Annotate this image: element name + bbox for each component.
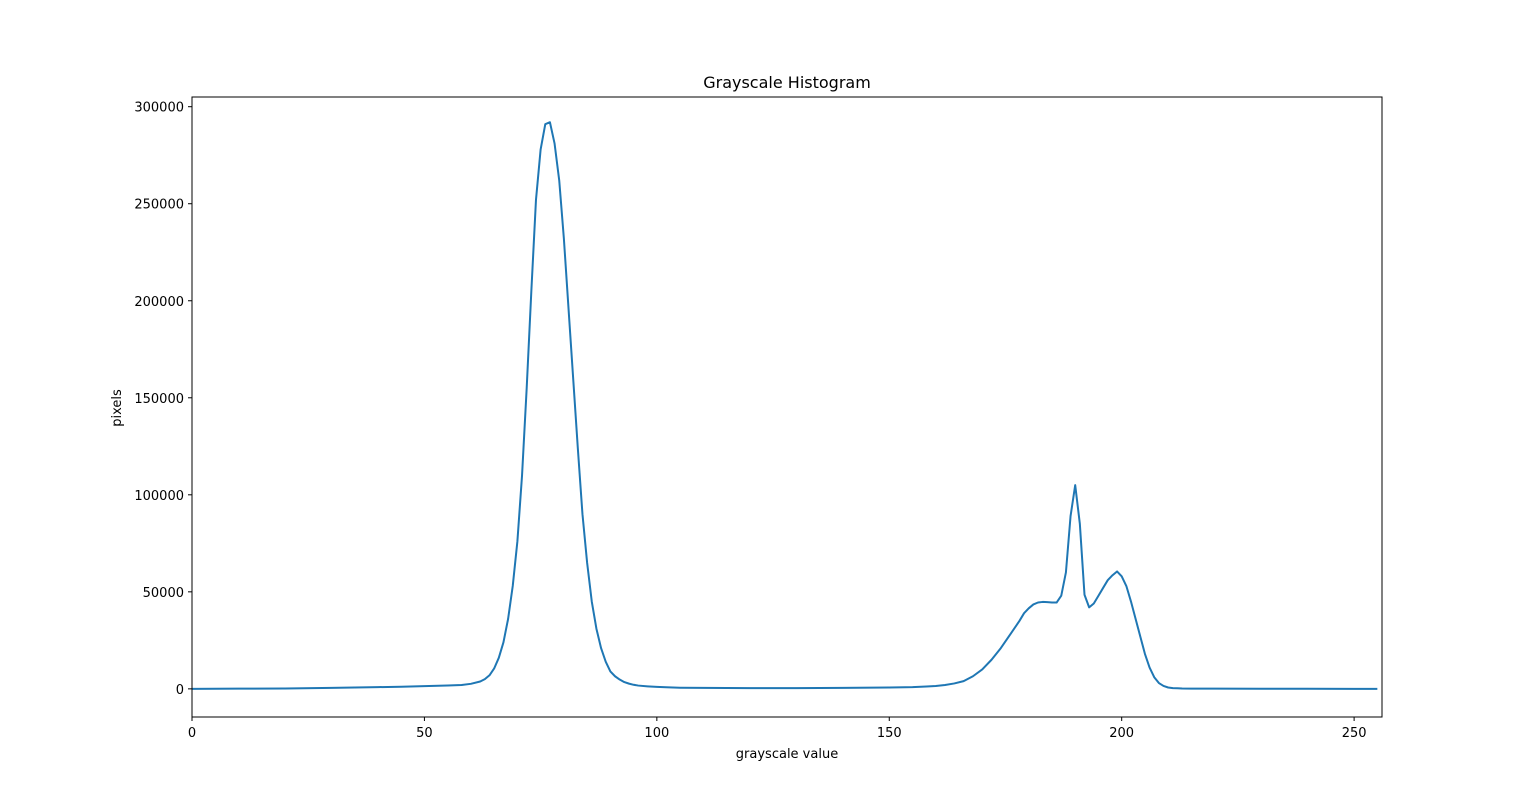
axis-ticks: 0 50 100 150 200 250 0 50000 100000 150000 200000 2…	[134, 101, 1366, 741]
x-tick-label: 200	[1109, 726, 1134, 741]
y-tick-label: 100000	[134, 489, 184, 504]
y-tick-label: 200000	[134, 295, 184, 310]
plot-frame	[191, 96, 1383, 718]
y-tick-label: 150000	[134, 392, 184, 407]
y-tick-label: 0	[176, 683, 184, 698]
x-axis-label: grayscale value	[736, 747, 838, 762]
x-tick-label: 150	[877, 726, 902, 741]
series-line-0	[191, 121, 1378, 690]
y-tick-label: 50000	[143, 586, 184, 601]
chart-title: Grayscale Histogram	[703, 73, 871, 92]
x-tick-label: 250	[1342, 726, 1367, 741]
y-tick-label: 250000	[134, 198, 184, 213]
y-axis-label: pixels	[110, 389, 125, 427]
x-tick-label: 0	[188, 726, 196, 741]
y-tick-label: 300000	[134, 101, 184, 116]
plot-area	[191, 121, 1378, 690]
x-tick-label: 100	[644, 726, 669, 741]
x-tick-label: 50	[416, 726, 433, 741]
